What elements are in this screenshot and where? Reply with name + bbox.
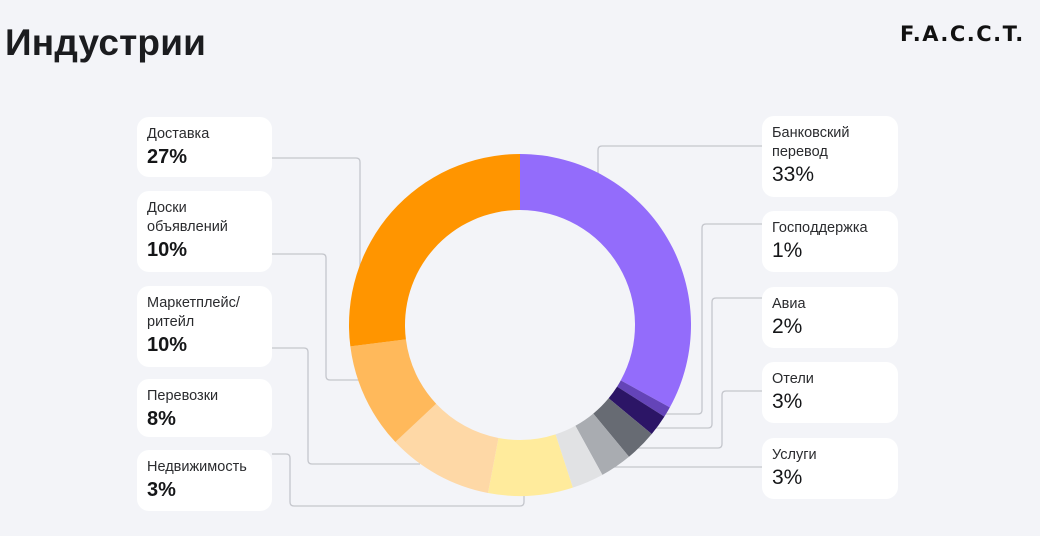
legend-card-avia: Авиа 2%	[762, 287, 898, 348]
connector-line-0	[272, 157, 361, 270]
donut-slice-0	[520, 154, 691, 408]
donut-slice-6	[487, 434, 573, 496]
donut-slice-8	[350, 339, 437, 443]
donut-slice-4	[575, 413, 629, 475]
donut-slice-9	[348, 154, 520, 347]
legend-label: Доски объявлений	[147, 200, 228, 235]
legend-value: 3%	[772, 466, 803, 489]
legend-label: Банковский перевод	[772, 125, 850, 160]
legend-label: Перевозки	[147, 388, 219, 404]
connector-lines	[272, 145, 762, 507]
legend-card-services: Услуги 3%	[762, 438, 898, 499]
connector-line-4	[597, 145, 762, 175]
page-title: Индустрии	[5, 22, 207, 63]
connector-line-3	[272, 453, 525, 507]
legend-value: 10%	[147, 334, 188, 356]
legend-value: 10%	[147, 239, 188, 261]
legend-card-dostavka: Доставка 27%	[137, 117, 272, 177]
legend-value: 27%	[147, 146, 188, 168]
legend-label: Авиа	[772, 296, 806, 312]
connector-line-6	[652, 297, 762, 429]
legend-card-nedvizhimost: Недвижимость 3%	[137, 450, 272, 511]
connector-line-1	[272, 253, 372, 381]
legend-value: 8%	[147, 408, 176, 430]
donut-slice-5	[555, 425, 603, 488]
donut-slice-1	[617, 380, 670, 417]
legend-card-gov: Госпoддержка 1%	[762, 211, 898, 272]
brand-text: F.A.C.C.T.	[900, 22, 1025, 46]
legend-value: 2%	[772, 315, 803, 338]
legend-label: Услуги	[772, 447, 817, 463]
donut-slices	[348, 154, 691, 496]
donut-slice-3	[593, 398, 652, 457]
legend-value: 1%	[772, 239, 803, 262]
legend-value: 33%	[772, 163, 815, 186]
legend-label: Маркетплейс/ ритейл	[147, 295, 240, 330]
facct-logo: F.A.C.C.T.	[900, 22, 1025, 46]
legend-card-hotels: Отели 3%	[762, 362, 898, 423]
donut-slice-7	[395, 403, 499, 493]
donut-slice-2	[608, 386, 665, 434]
legend-card-perevozki: Перевозки 8%	[137, 379, 272, 437]
legend-card-marketplace: Маркетплейс/ ритейл 10%	[137, 286, 272, 367]
legend-value: 3%	[147, 479, 176, 501]
legend-label: Госпoддержка	[772, 220, 868, 236]
legend-label: Недвижимость	[147, 459, 247, 475]
connector-line-5	[662, 223, 762, 415]
legend-value: 3%	[772, 390, 803, 413]
legend-card-bank: Банковский перевод 33%	[762, 116, 898, 197]
legend-card-doski: Доски объявлений 10%	[137, 191, 272, 272]
legend-label: Отели	[772, 371, 814, 387]
legend-label: Доставка	[147, 126, 210, 142]
connector-line-7	[638, 390, 762, 449]
connector-line-2	[272, 347, 420, 465]
